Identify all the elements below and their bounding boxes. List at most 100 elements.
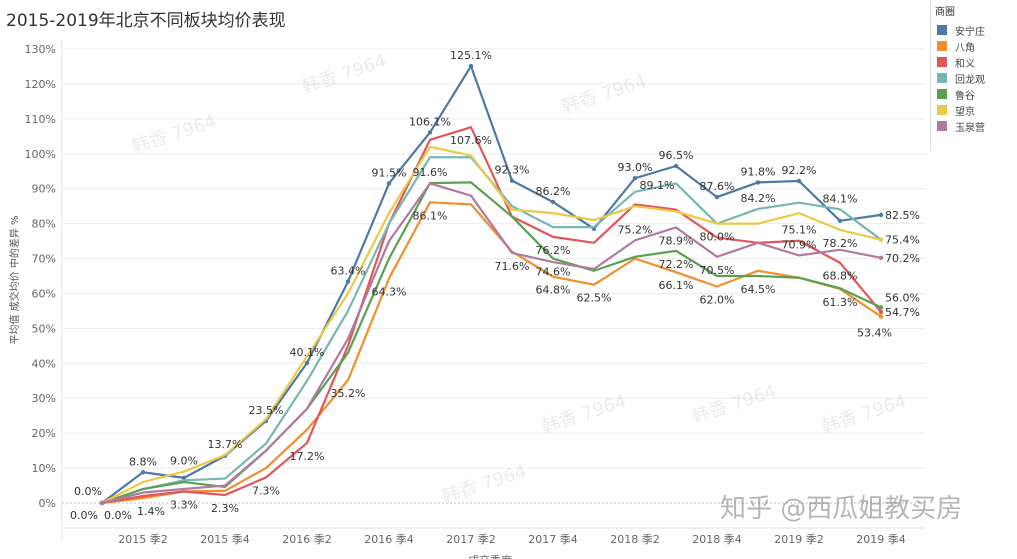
- y-tick-label: 20%: [32, 427, 56, 440]
- legend-swatch: [937, 73, 947, 83]
- data-point: [878, 212, 884, 218]
- data-point: [755, 180, 761, 185]
- data-label: 56.0%: [885, 291, 920, 304]
- x-tick-label: 2018 季4: [692, 533, 742, 546]
- legend-swatch: [937, 121, 947, 131]
- data-point: [796, 178, 802, 184]
- legend-item[interactable]: 望京: [937, 102, 1017, 118]
- data-label: 75.4%: [885, 234, 920, 247]
- legend-swatch: [937, 57, 947, 67]
- series-line-2: [101, 126, 882, 505]
- data-label: 17.2%: [290, 450, 325, 463]
- data-label: 93.0%: [618, 161, 653, 174]
- data-label: 80.0%: [700, 231, 735, 244]
- y-axis-title: 平均值 成交均价 中的差异 %: [8, 215, 21, 344]
- data-label: 78.2%: [823, 237, 858, 250]
- data-label: 54.7%: [885, 306, 920, 319]
- data-label: 70.2%: [885, 252, 920, 265]
- legend-item[interactable]: 玉泉营: [937, 118, 1017, 134]
- data-label: 8.8%: [129, 455, 157, 468]
- data-label: 75.1%: [782, 224, 817, 237]
- data-point: [714, 194, 720, 200]
- data-label: 0.0%: [104, 509, 132, 522]
- data-label: 92.2%: [782, 164, 817, 177]
- data-label: 40.1%: [290, 346, 325, 359]
- data-point: [99, 500, 105, 506]
- legend-swatch: [937, 89, 947, 99]
- series-line-5: [101, 145, 882, 504]
- data-label: 66.1%: [659, 279, 694, 292]
- y-tick-label: 100%: [25, 148, 56, 161]
- data-point: [878, 305, 884, 310]
- x-tick-label: 2019 季4: [856, 533, 906, 546]
- legend-label: 望京: [955, 106, 975, 118]
- y-tick-label: 10%: [32, 462, 56, 475]
- x-tick-label: 2017 季4: [528, 533, 578, 546]
- data-point: [632, 176, 638, 181]
- data-point: [181, 475, 187, 481]
- legend-item[interactable]: 回龙观: [937, 70, 1017, 86]
- data-point: [673, 163, 679, 169]
- data-label: 70.9%: [782, 238, 817, 251]
- data-label: 92.3%: [495, 164, 530, 177]
- data-label: 53.4%: [857, 327, 892, 340]
- series-line-6: [101, 182, 882, 505]
- legend-item[interactable]: 和义: [937, 54, 1017, 70]
- data-label: 74.6%: [536, 266, 571, 279]
- chart-title: 2015-2019年北京不同板块均价表现: [6, 11, 286, 31]
- y-tick-label: 30%: [32, 392, 56, 405]
- legend-item[interactable]: 鲁谷: [937, 86, 1017, 102]
- x-tick-label: 2017 季2: [446, 533, 496, 546]
- legend-swatch: [937, 105, 947, 115]
- data-point: [468, 63, 474, 69]
- data-point: [878, 255, 884, 261]
- series-line-4: [101, 181, 882, 505]
- data-label: 62.5%: [577, 292, 612, 305]
- legend-item[interactable]: 八角: [937, 38, 1017, 54]
- data-label: 61.3%: [823, 296, 858, 309]
- data-point: [140, 470, 146, 475]
- data-label: 72.2%: [659, 258, 694, 271]
- data-label: 1.4%: [137, 505, 165, 518]
- data-label: 0.0%: [70, 509, 98, 522]
- y-tick-label: 70%: [32, 253, 56, 266]
- data-label: 86.2%: [536, 185, 571, 198]
- data-label: 71.6%: [495, 260, 530, 273]
- data-label: 64.5%: [741, 283, 776, 296]
- data-point: [345, 279, 351, 284]
- data-point: [386, 181, 392, 186]
- data-label: 84.1%: [823, 192, 858, 205]
- legend-swatch: [937, 25, 947, 35]
- x-axis-title: 成交季度: [468, 553, 512, 559]
- legend-title: 商圈: [935, 7, 955, 18]
- x-tick-label: 2016 季4: [364, 533, 414, 546]
- data-label: 13.7%: [208, 438, 243, 451]
- data-label: 125.1%: [450, 49, 492, 62]
- legend-item[interactable]: 安宁庄: [937, 22, 1017, 38]
- data-label: 64.8%: [536, 284, 571, 297]
- y-tick-label: 120%: [25, 78, 56, 91]
- data-label: 87.6%: [700, 180, 735, 193]
- y-tick-label: 110%: [25, 113, 56, 126]
- y-tick-label: 0%: [39, 497, 56, 510]
- data-label: 64.3%: [372, 285, 407, 298]
- data-point: [304, 360, 310, 366]
- data-label: 2.3%: [211, 502, 239, 515]
- data-point: [878, 309, 884, 315]
- y-tick-label: 90%: [32, 183, 56, 196]
- y-tick-label: 50%: [32, 322, 56, 335]
- data-label: 89.1%: [640, 179, 675, 192]
- zhihu-watermark: 知乎 @西瓜姐教买房: [720, 494, 963, 524]
- line-chart: 0% 10% 20% 30% 40% 50% 60% 70% 80% 90% 100% 110% 120…: [8, 40, 925, 559]
- x-tick-label: 2019 季2: [774, 533, 824, 546]
- data-point: [878, 314, 884, 319]
- data-label: 75.2%: [618, 223, 653, 236]
- data-label: 9.0%: [170, 455, 198, 468]
- series-line-1: [101, 201, 882, 505]
- legend-label: 八角: [955, 42, 975, 54]
- data-label: 84.2%: [741, 192, 776, 205]
- data-label: 3.3%: [170, 498, 198, 511]
- data-label: 76.2%: [536, 244, 571, 257]
- y-tick-label: 130%: [25, 43, 56, 56]
- legend-label: 回龙观: [955, 74, 985, 86]
